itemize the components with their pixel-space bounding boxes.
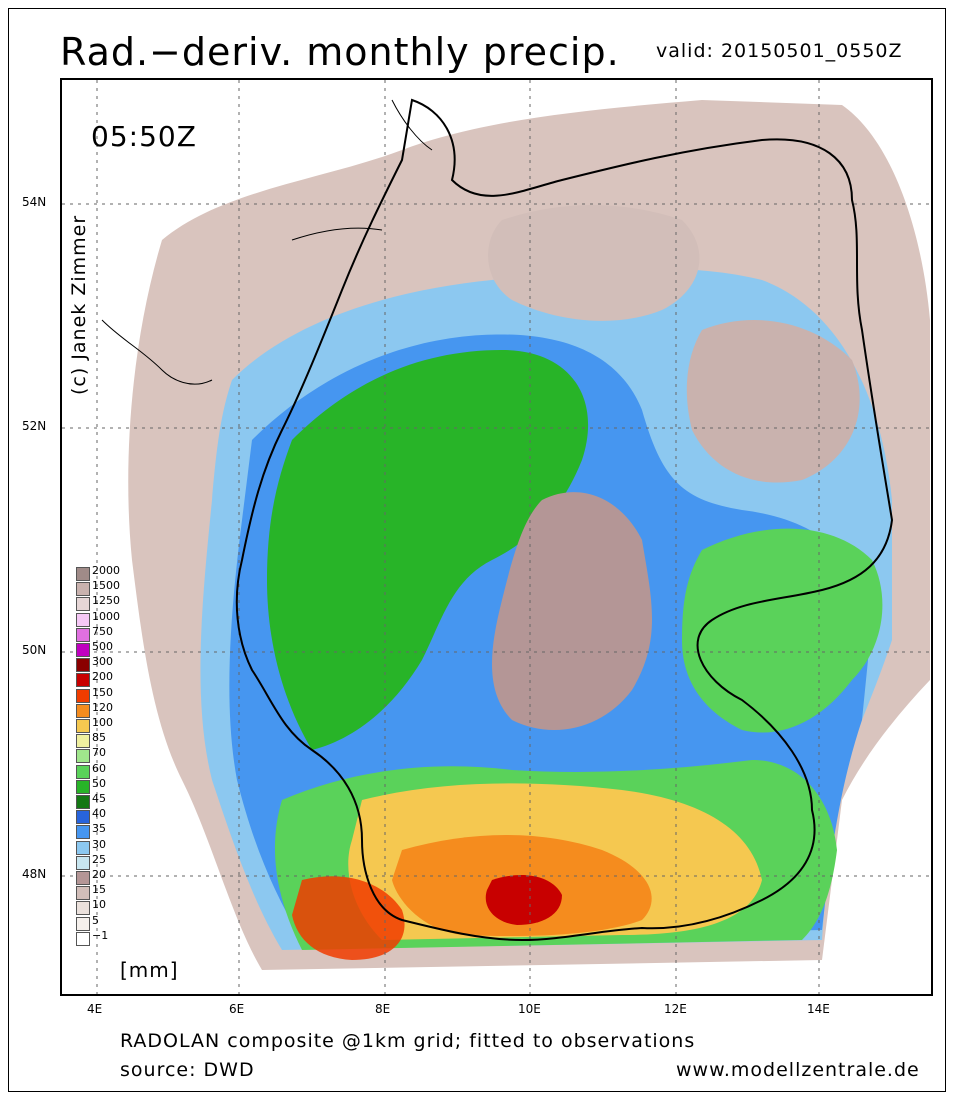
copyright-credit: (c) Janek Zimmer xyxy=(68,214,90,395)
legend-label: 40 xyxy=(92,807,106,821)
legend-swatch xyxy=(76,795,90,809)
legend-swatch xyxy=(76,567,90,581)
graticule xyxy=(62,80,931,994)
time-label: 05:50Z xyxy=(91,120,197,153)
legend-swatch xyxy=(76,871,90,885)
lon-tick-6e: 6E xyxy=(229,1002,245,1016)
lon-tick-10e: 10E xyxy=(518,1002,541,1016)
legend-label: 500 xyxy=(92,640,113,653)
legend-label: 45 xyxy=(92,792,106,805)
legend-label: 5 xyxy=(92,913,99,927)
legend-label: 120 xyxy=(92,700,113,714)
legend-label: 2000 xyxy=(92,564,120,577)
legend-label: 60 xyxy=(92,761,106,775)
lat-tick-52n: 52N xyxy=(22,419,47,433)
legend-label: −1 xyxy=(92,928,109,942)
legend-label: 85 xyxy=(92,731,106,745)
legend-label: 35 xyxy=(92,822,106,836)
lat-tick-48n: 48N xyxy=(22,867,47,881)
precip-map: 05:50Z xyxy=(60,78,933,996)
green-band-west xyxy=(267,350,589,750)
legend-swatch xyxy=(76,931,90,946)
lon-tick-8e: 8E xyxy=(375,1002,391,1016)
green-band-east xyxy=(682,528,883,733)
legend-swatch xyxy=(76,901,90,916)
legend-label: 150 xyxy=(92,685,113,699)
legend-label: 25 xyxy=(92,852,106,866)
legend-label: 300 xyxy=(92,655,113,669)
legend-label: 1000 xyxy=(92,609,120,623)
legend-label: 50 xyxy=(92,776,106,790)
legend-swatch xyxy=(76,886,90,901)
legend-units: [mm] xyxy=(120,958,179,982)
legend-swatch xyxy=(76,916,90,931)
legend-swatch xyxy=(76,658,90,673)
legend-label: 100 xyxy=(92,716,113,729)
legend-swatch xyxy=(76,673,90,688)
legend-swatch xyxy=(76,810,90,825)
legend-label: 200 xyxy=(92,670,113,684)
legend-swatch xyxy=(76,719,90,733)
legend-swatch xyxy=(76,597,90,612)
legend-swatch xyxy=(76,840,90,855)
legend-label: 20 xyxy=(92,868,106,881)
footer-grid-note: RADOLAN composite @1km grid; fitted to o… xyxy=(120,1030,696,1052)
color-legend: 2000 1500 1250 1000 750 500 300 200 150 120 100 85 7… xyxy=(76,555,186,985)
brown-north xyxy=(488,205,700,321)
footer-website: www.modellzentrale.de xyxy=(676,1059,920,1081)
lon-tick-14e: 14E xyxy=(807,1002,830,1016)
coastline xyxy=(101,99,433,385)
legend-swatch xyxy=(76,749,90,764)
legend-swatch xyxy=(76,612,90,627)
red-core xyxy=(485,875,562,925)
germany-border xyxy=(235,98,894,942)
lat-tick-50n: 50N xyxy=(22,643,47,657)
legend-swatch xyxy=(76,643,90,657)
lat-tick-54n: 54N xyxy=(22,195,47,209)
legend-label: 70 xyxy=(92,746,106,760)
brown-northeast xyxy=(686,320,860,483)
legend-swatch xyxy=(76,627,90,642)
legend-label: 1250 xyxy=(92,594,120,608)
legend-swatch xyxy=(76,855,90,870)
precip-field xyxy=(62,80,931,994)
legend-swatch xyxy=(76,764,90,779)
footer-source: source: DWD xyxy=(120,1059,255,1081)
brown-central xyxy=(492,492,652,730)
lon-tick-12e: 12E xyxy=(664,1002,687,1016)
lon-tick-4e: 4E xyxy=(87,1002,103,1016)
legend-label: 15 xyxy=(92,883,106,897)
legend-swatch xyxy=(76,825,90,840)
legend-swatch xyxy=(76,688,90,703)
legend-label: 10 xyxy=(92,898,106,912)
legend-swatch xyxy=(76,582,90,597)
legend-label: 750 xyxy=(92,624,113,638)
valid-time: valid: 20150501_0550Z xyxy=(656,40,903,62)
legend-swatch xyxy=(76,779,90,794)
legend-swatch xyxy=(76,734,90,749)
legend-label: 1500 xyxy=(92,579,120,593)
legend-label: 30 xyxy=(92,837,106,851)
legend-swatch xyxy=(76,703,90,718)
map-title: Rad.−deriv. monthly precip. xyxy=(60,30,620,74)
